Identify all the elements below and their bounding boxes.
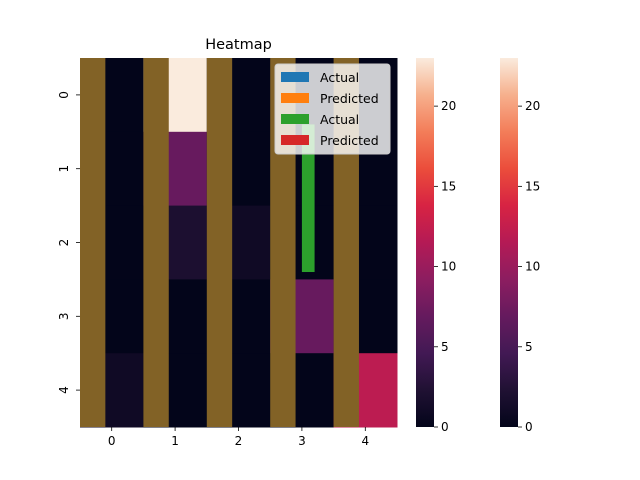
x-axis: 0 1 2 3 4 (108, 427, 369, 448)
x-tick-label-4: 4 (361, 434, 369, 448)
colorbar-0-tick-label-1: 5 (441, 340, 449, 354)
legend-label-3: Predicted (320, 133, 379, 148)
bar-band-0 (80, 58, 106, 427)
legend-label-1: Predicted (320, 91, 379, 106)
x-tick-label-1: 1 (171, 434, 179, 448)
bar-band-2 (206, 58, 233, 427)
colorbar-1-tick-label-4: 20 (525, 99, 540, 113)
colorbar-1-tick-label-1: 5 (525, 340, 533, 354)
legend-swatch-0 (281, 72, 309, 82)
y-tick-label-3: 3 (57, 312, 71, 320)
legend-label-0: Actual (320, 70, 359, 85)
overlay-bars (301, 124, 315, 273)
bar-band-1 (143, 58, 169, 427)
colorbars: 0 5 10 15 20 0 5 10 15 20 (416, 58, 540, 434)
overlay-bar-2-3 (301, 124, 315, 273)
colorbar-1-tick-label-2: 10 (525, 260, 540, 274)
x-tick-label-3: 3 (298, 434, 306, 448)
legend: Actual Predicted Actual Predicted (274, 63, 391, 155)
y-tick-label-2: 2 (57, 239, 71, 247)
legend-swatch-1 (281, 93, 309, 103)
y-axis: 0 1 2 3 4 (57, 91, 80, 394)
x-tick-label-2: 2 (235, 434, 243, 448)
x-tick-label-0: 0 (108, 434, 116, 448)
legend-swatch-2 (281, 114, 309, 124)
y-tick-label-4: 4 (57, 386, 71, 394)
y-tick-label-1: 1 (57, 165, 71, 173)
colorbar-0-tick-label-3: 15 (441, 179, 456, 193)
colorbar-1-tick-label-0: 0 (525, 420, 533, 434)
y-tick-label-0: 0 (57, 91, 71, 99)
legend-box (274, 63, 391, 155)
colorbar-0 (416, 58, 434, 427)
legend-label-2: Actual (320, 112, 359, 127)
chart-title: Heatmap (205, 37, 272, 53)
colorbar-1-tick-label-3: 15 (525, 179, 540, 193)
legend-swatch-3 (281, 135, 309, 145)
colorbar-0-tick-label-4: 20 (441, 99, 456, 113)
colorbar-1 (500, 58, 518, 427)
colorbar-0-tick-label-2: 10 (441, 260, 456, 274)
colorbar-0-tick-label-0: 0 (441, 420, 449, 434)
